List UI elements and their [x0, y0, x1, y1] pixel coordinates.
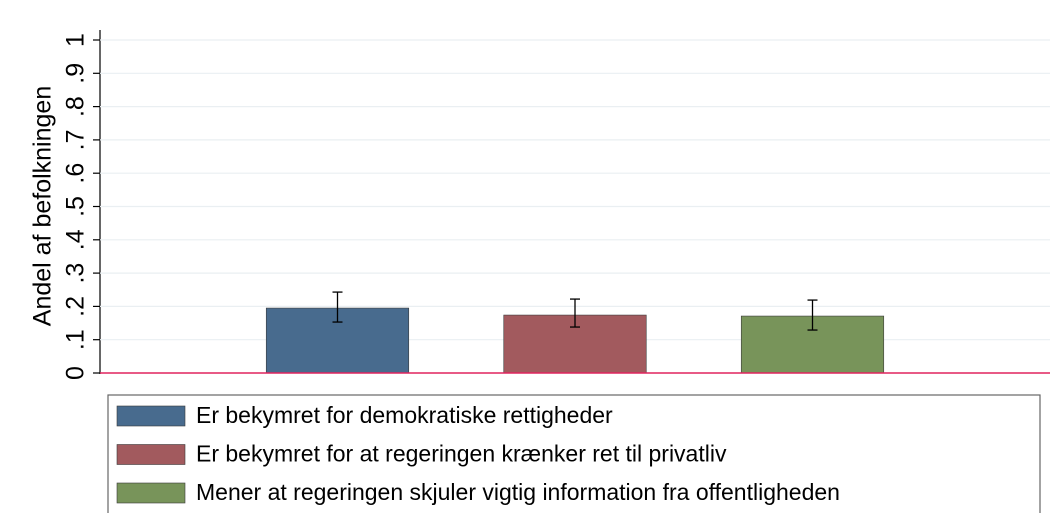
legend-text: Er bekymret for at regeringen krænker re…	[196, 441, 727, 467]
legend-swatch	[116, 482, 186, 504]
legend-text: Er bekymret for demokratiske rettigheder	[196, 402, 613, 428]
y-tick-label: .5	[62, 196, 90, 217]
y-tick-label: .7	[62, 129, 90, 150]
y-tick-label: .4	[62, 229, 90, 250]
y-axis-title: Andel af befolkningen	[29, 86, 57, 326]
y-tick-label: .3	[62, 263, 90, 284]
y-tick-label: 1	[62, 33, 90, 47]
y-tick-label: .9	[62, 63, 90, 84]
y-tick-label: 0	[62, 366, 90, 380]
y-tick-label: .8	[62, 96, 90, 117]
y-tick-label: .6	[62, 163, 90, 184]
legend-swatch	[116, 444, 186, 465]
legend-swatch	[116, 405, 186, 427]
legend-box	[107, 394, 1041, 513]
y-tick-label: .2	[62, 296, 90, 317]
y-tick-label: .1	[62, 329, 90, 350]
legend-text: Mener at regeringen skjuler vigtig infor…	[196, 479, 840, 505]
